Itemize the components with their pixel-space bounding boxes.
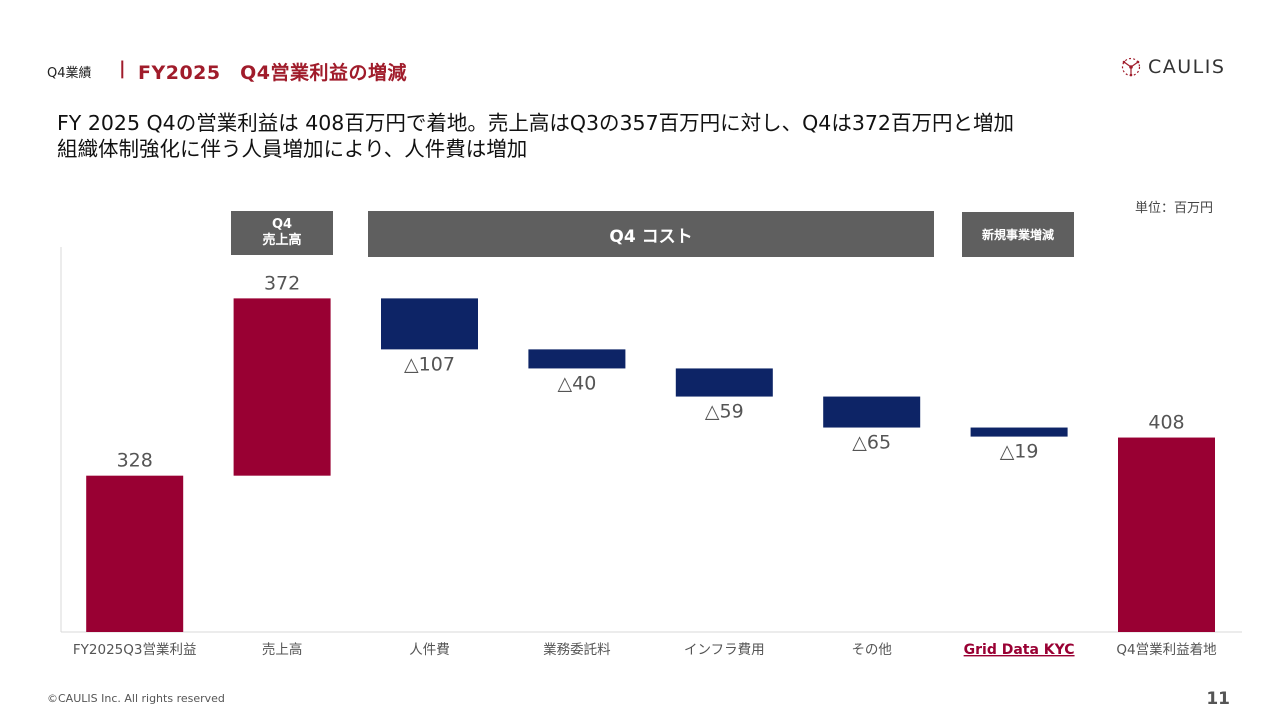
lead-line-2: 組織体制強化に伴う人員増加により、人件費は増加 bbox=[57, 137, 528, 161]
data-label-7: 408 bbox=[1148, 412, 1184, 434]
data-label-1: 372 bbox=[264, 272, 300, 294]
lead-line-1: FY 2025 Q4の営業利益は 408百万円で着地。売上高はQ3の357百万円… bbox=[57, 111, 1014, 135]
bar-5 bbox=[823, 396, 921, 428]
x-tick-label-1: 売上高 bbox=[262, 641, 303, 658]
bar-3 bbox=[528, 349, 626, 369]
group-label-cost: Q4 コスト bbox=[368, 211, 934, 257]
logo-text: CAULIS bbox=[1148, 56, 1226, 78]
bar-6 bbox=[970, 427, 1068, 437]
page-number: 11 bbox=[1206, 689, 1230, 709]
data-label-0: 328 bbox=[117, 450, 153, 472]
bar-1 bbox=[233, 298, 331, 476]
company-logo: CAULIS bbox=[1120, 56, 1225, 78]
data-label-2: △107 bbox=[404, 353, 455, 375]
x-tick-label-7: Q4営業利益着地 bbox=[1116, 641, 1217, 658]
data-label-4: △59 bbox=[705, 401, 744, 423]
group-label-sales: Q4 売上高 bbox=[231, 211, 333, 255]
copyright: ©CAULIS Inc. All rights reserved bbox=[47, 692, 225, 705]
bar-4 bbox=[675, 368, 773, 397]
x-tick-label-0: FY2025Q3営業利益 bbox=[73, 642, 197, 658]
x-tick-label-5: その他 bbox=[851, 642, 892, 658]
slide-title: FY2025 Q4営業利益の増減 bbox=[138, 62, 407, 84]
lead-text: FY 2025 Q4の営業利益は 408百万円で着地。売上高はQ3の357百万円… bbox=[57, 110, 1014, 162]
bar-7 bbox=[1118, 437, 1215, 632]
x-tick-label-6: Grid Data KYC bbox=[964, 642, 1075, 658]
group-label-new-business: 新規事業増減 bbox=[962, 212, 1074, 257]
unit-label: 単位：百万円 bbox=[1134, 201, 1213, 216]
section-label: Q4業績 bbox=[47, 66, 92, 81]
bar-0 bbox=[86, 475, 184, 632]
caulis-network-logo-icon bbox=[1121, 57, 1141, 77]
data-label-5: △65 bbox=[852, 432, 891, 454]
x-tick-label-3: 業務委託料 bbox=[543, 642, 611, 658]
bar-2 bbox=[381, 298, 478, 350]
x-tick-label-4: インフラ費用 bbox=[684, 642, 765, 658]
title-separator: | bbox=[119, 58, 126, 79]
data-label-3: △40 bbox=[558, 372, 597, 394]
data-label-6: △19 bbox=[1000, 441, 1039, 463]
x-tick-label-2: 人件費 bbox=[409, 642, 450, 658]
